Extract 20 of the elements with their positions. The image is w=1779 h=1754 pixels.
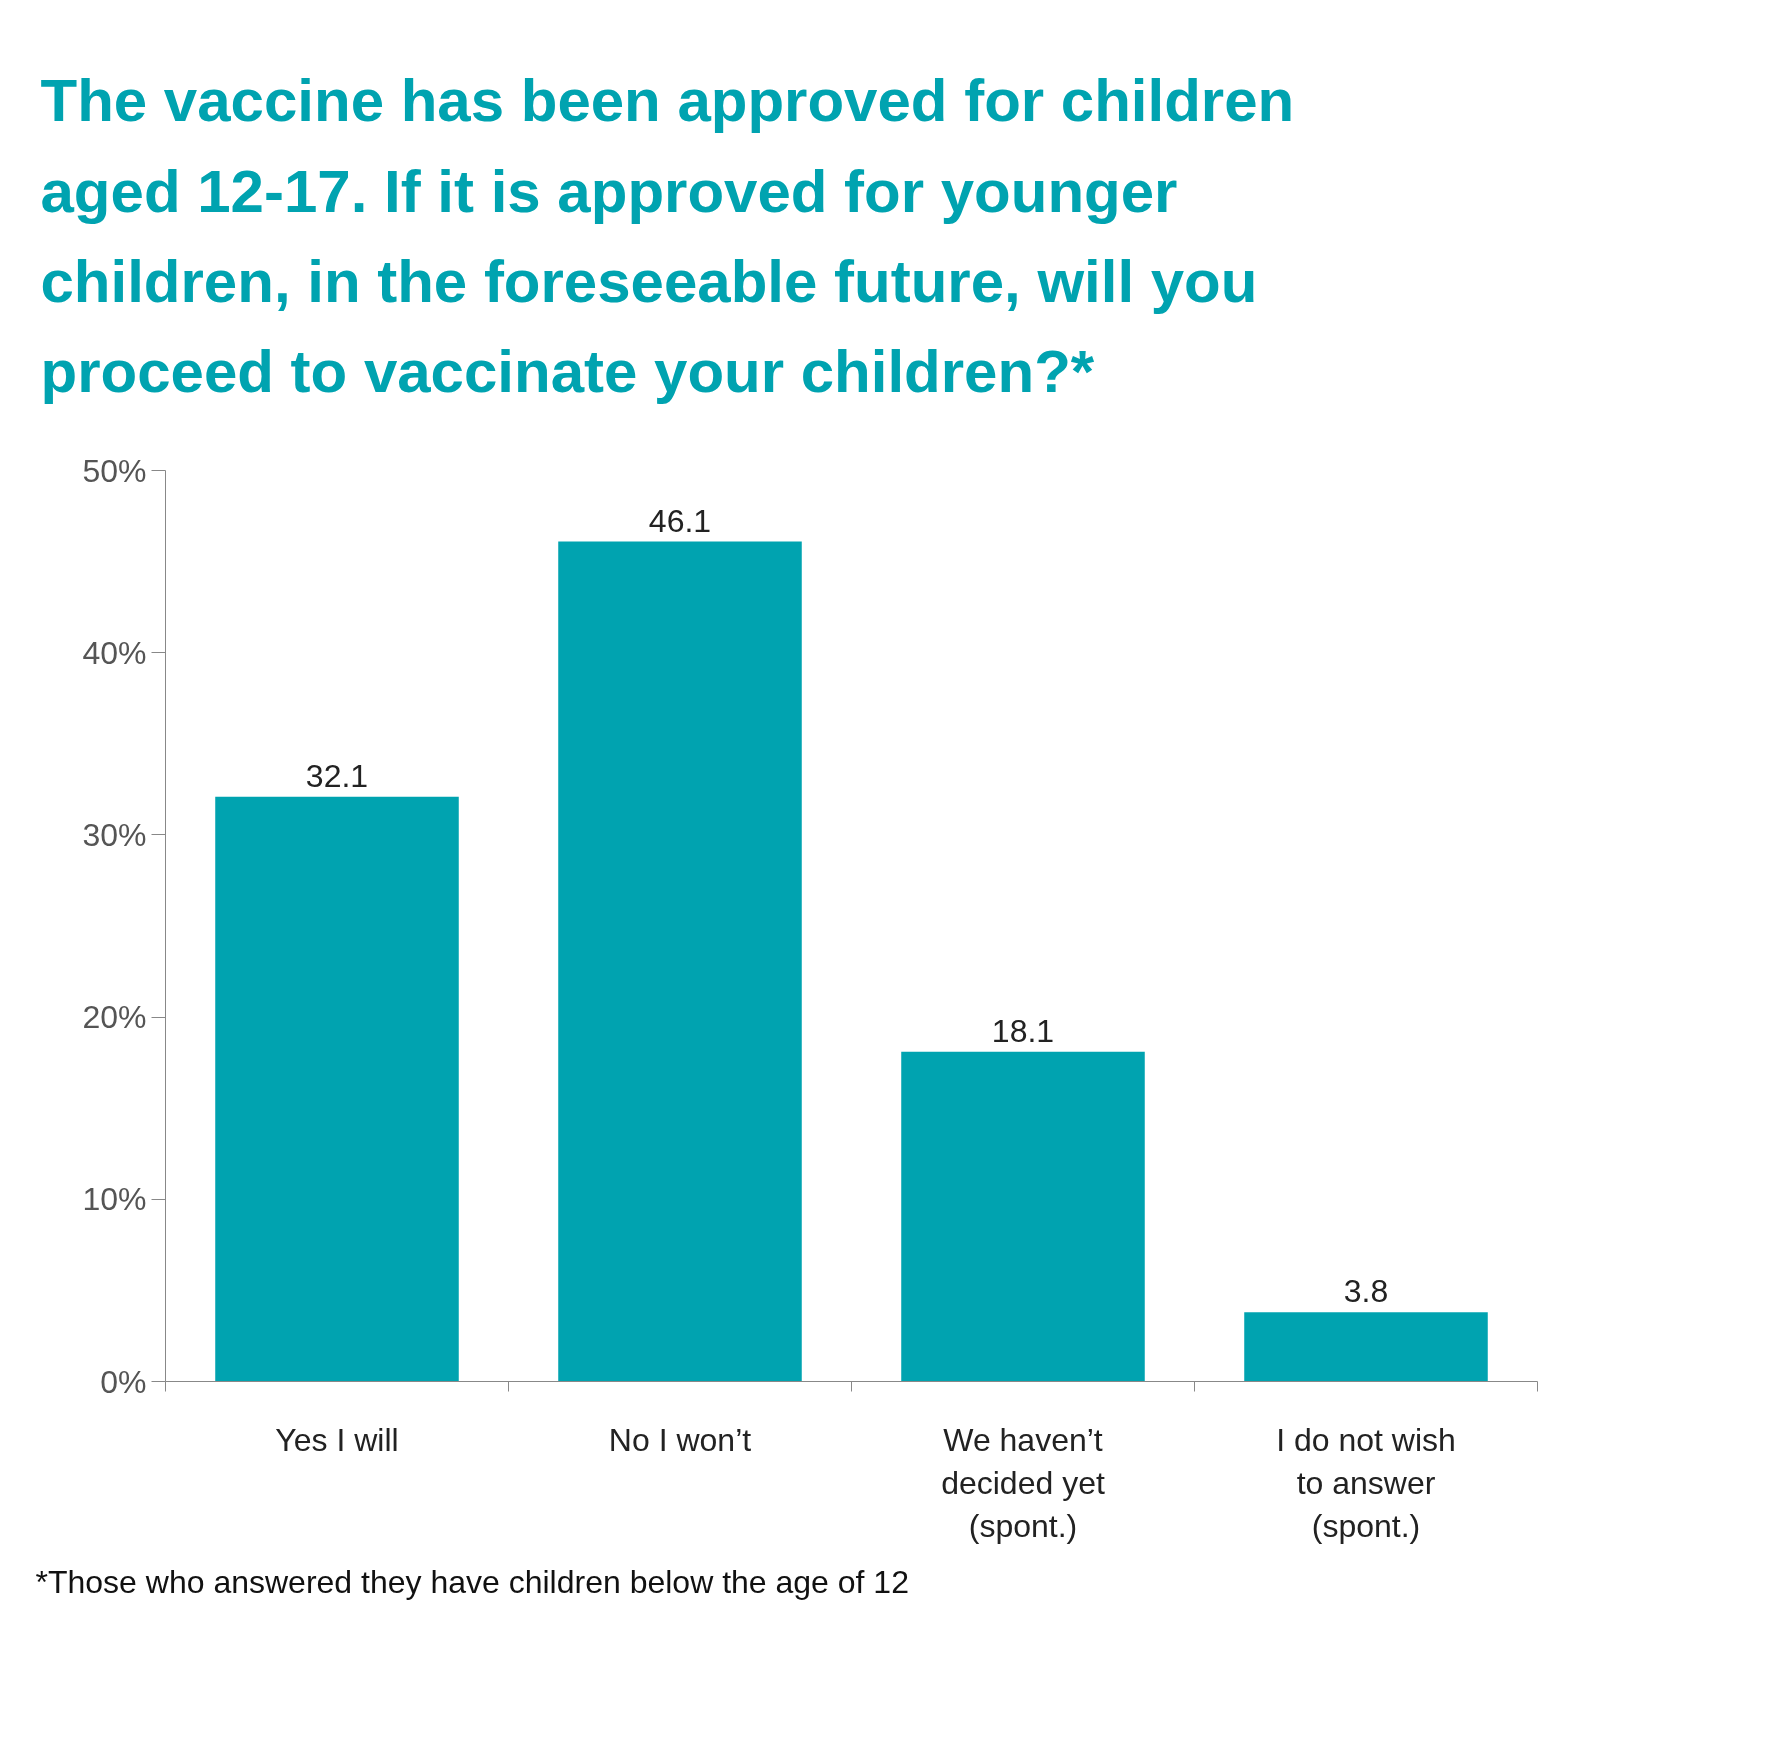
text: *Those who answered they have children below the age of 12 (35, 1563, 909, 1600)
bar (901, 1051, 1145, 1382)
y-tick-label: 30% (82, 816, 147, 853)
bar (1244, 1312, 1488, 1382)
y-tick-label: 0% (100, 1363, 147, 1400)
bar (558, 541, 802, 1382)
x-tick-label: We haven’t decided yet (spont.) (941, 1421, 1105, 1544)
data-label: 32.1 (305, 757, 369, 794)
y-tick-label: 20% (82, 999, 147, 1036)
data-label: 18.1 (991, 1012, 1055, 1049)
x-tick-label: No I won’t (608, 1421, 752, 1458)
y-tick-label: 40% (82, 634, 147, 671)
data-label: 46.1 (648, 502, 712, 539)
y-tick-label: 50% (82, 452, 147, 489)
chart-title: The vaccine has been approved for children aged 12-17. If it is approved for younger children, in the foreseeable future, will you proceed to vaccinate your children?* (40, 67, 1295, 406)
data-label: 3.8 (1343, 1273, 1389, 1310)
y-tick-label: 10% (82, 1181, 147, 1218)
x-tick-label: I do not wish to answer (spont.) (1276, 1421, 1456, 1544)
bar (215, 796, 459, 1382)
x-tick-label: Yes I will (275, 1421, 399, 1458)
